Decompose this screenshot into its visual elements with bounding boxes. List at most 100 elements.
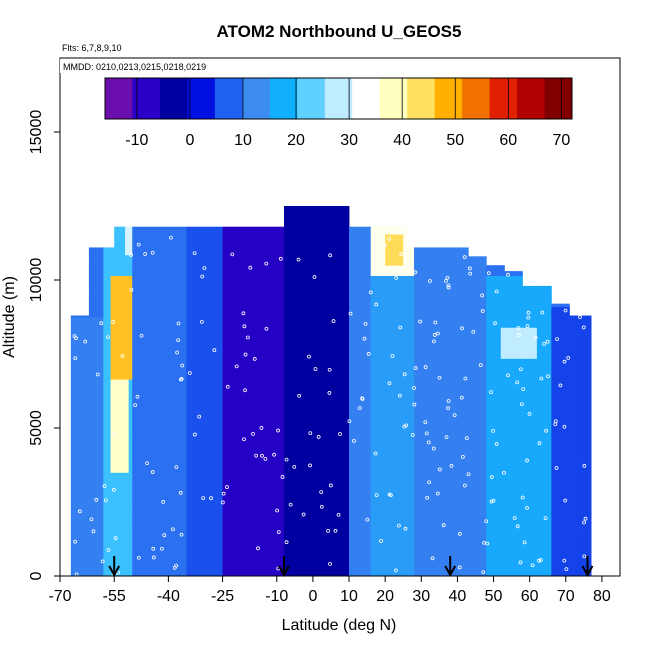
heatmap-cell [377,244,382,256]
heatmap-cell [273,348,278,359]
heatmap-cell [229,451,234,463]
heatmap-cell [294,493,299,504]
heatmap-cell [450,544,455,556]
heatmap-cell [497,555,502,567]
heatmap-cell [479,565,484,576]
heatmap-cell [377,285,382,297]
heatmap-cell [143,234,148,245]
heatmap-cell [424,524,429,535]
heatmap-cell [482,472,487,484]
heatmap-cell [576,462,581,473]
heatmap-cell [323,337,328,349]
heatmap-cell [428,327,433,339]
heatmap-cell [540,472,545,484]
heatmap-cell [471,544,476,556]
heatmap-cell [309,493,314,504]
heatmap-cell [334,348,339,359]
heatmap-cell [435,337,440,349]
heatmap-cell [489,327,494,339]
sample-point [360,397,365,401]
heatmap-cell [497,358,502,370]
heatmap-cell [139,544,144,556]
heatmap-cell [161,534,166,546]
heatmap-cell [508,296,513,308]
heatmap-cell [486,544,491,556]
heatmap-cell [78,555,83,567]
heatmap-cell [323,368,328,380]
sample-point [542,341,547,346]
heatmap-cell [265,513,270,525]
heatmap-cell [135,368,140,380]
heatmap-cell [287,275,292,287]
y-tick-label: 0 [28,571,45,580]
heatmap-cell [240,244,245,256]
heatmap-cell [536,368,541,380]
heatmap-cell [222,420,227,432]
heatmap-cell [435,254,440,266]
heatmap-cell [85,358,90,370]
sample-point [412,402,417,407]
heatmap-cell [135,441,140,453]
heatmap-cell [88,410,93,421]
heatmap-cell [446,462,451,473]
heatmap-cell [504,271,509,276]
heatmap-cell [529,306,534,318]
heatmap-cell [536,493,541,504]
heatmap-cell [291,410,296,421]
heatmap-cell [558,399,563,411]
heatmap-cell [450,306,455,318]
heatmap-cell [265,565,270,576]
heatmap-cell [128,503,133,515]
heatmap-cell [222,513,227,525]
heatmap-cell [320,206,325,214]
heatmap-cell [320,462,325,473]
heatmap-cell [125,420,130,432]
sample-point [537,441,542,446]
heatmap-cell [330,534,335,546]
heatmap-cell [273,513,278,525]
heatmap-cell [587,555,592,567]
heatmap-cell [168,254,173,266]
heatmap-cell [471,348,476,359]
heatmap-cell [99,565,104,576]
heatmap-cell [106,503,111,515]
heatmap-cell [341,544,346,556]
heatmap-cell [479,265,484,276]
heatmap-cell [428,389,433,401]
heatmap-cell [305,337,310,349]
sample-point [444,435,449,440]
heatmap-cell [135,410,140,421]
heatmap-cell [273,462,278,473]
heatmap-cell [461,472,466,484]
heatmap-cell [302,206,307,214]
heatmap-cell [251,275,256,287]
heatmap-cell [410,317,415,328]
heatmap-cell [291,420,296,432]
heatmap-cell [565,462,570,473]
heatmap-cell [414,368,419,380]
heatmap-cell [547,544,552,556]
heatmap-cell [432,430,437,442]
heatmap-cell [518,296,523,308]
heatmap-cell [273,327,278,339]
heatmap-cell [464,503,469,515]
heatmap-cell [518,534,523,546]
heatmap-cell [330,472,335,484]
heatmap-cell [345,441,350,453]
heatmap-cell [479,327,484,339]
heatmap-cell [294,503,299,515]
heatmap-cell [583,399,588,411]
heatmap-cell [121,441,126,453]
heatmap-cell [276,285,281,297]
heatmap-cell [298,410,303,421]
heatmap-cell [157,254,162,266]
heatmap-cell [464,306,469,318]
heatmap-cell [200,565,205,576]
heatmap-cell [287,234,292,245]
heatmap-cell [442,462,447,473]
heatmap-cell [424,420,429,432]
heatmap-cell [215,368,220,380]
heatmap-cell [302,348,307,359]
heatmap-cell [182,472,187,484]
